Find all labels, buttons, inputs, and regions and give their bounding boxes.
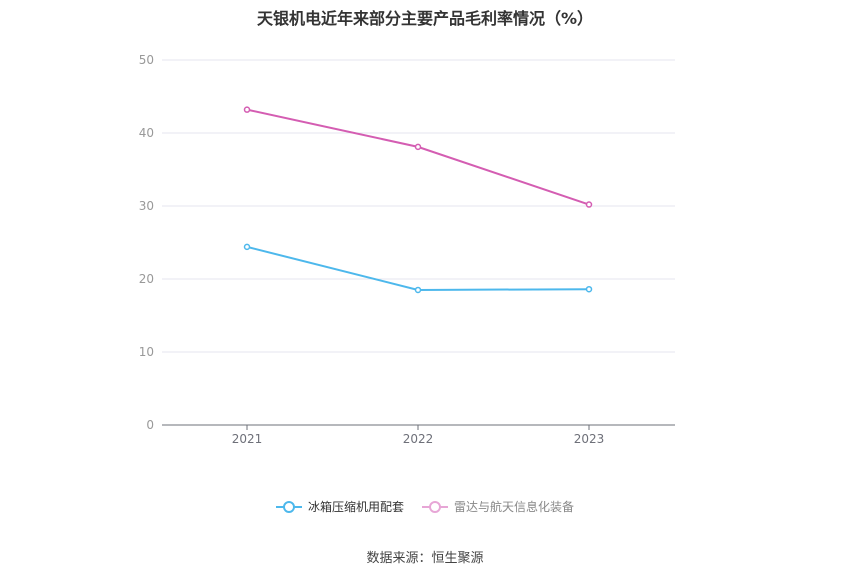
y-tick-label: 0 (146, 418, 154, 432)
data-point-series-1 (414, 286, 422, 294)
series-line-2 (246, 108, 590, 206)
y-tick-label: 40 (139, 126, 154, 140)
legend-item-series-2[interactable]: 雷达与航天信息化装备 (422, 498, 574, 515)
data-point-series-2 (243, 106, 251, 113)
y-tick-label: 50 (139, 53, 154, 67)
data-point-series-2 (414, 143, 422, 151)
x-tick-label: 2023 (574, 432, 605, 446)
legend-item-series-1[interactable]: 冰箱压缩机用配套 (275, 498, 404, 515)
data-point-series-1 (243, 243, 251, 251)
x-tick-label: 2022 (403, 432, 434, 446)
data-source: 数据来源：恒生聚源 (366, 551, 484, 566)
legend-label-series-1: 冰箱压缩机用配套 (307, 500, 404, 514)
data-point-series-1 (585, 285, 593, 293)
y-tick-label: 30 (139, 199, 154, 213)
legend-label-series-2: 雷达与航天信息化装备 (454, 500, 575, 514)
series-line-1 (246, 245, 590, 291)
x-tick-label: 2021 (232, 432, 263, 446)
chart-title: 天银机电近年来部分主要产品毛利率情况（%） (256, 9, 594, 28)
y-tick-label: 20 (139, 272, 154, 286)
legend: 冰箱压缩机用配套 雷达与航天信息化装备 (0, 498, 850, 515)
data-point-series-2 (585, 201, 593, 208)
legend-marker-series-1 (275, 500, 302, 513)
legend-marker-series-2 (422, 500, 448, 513)
y-tick-label: 10 (139, 345, 154, 359)
